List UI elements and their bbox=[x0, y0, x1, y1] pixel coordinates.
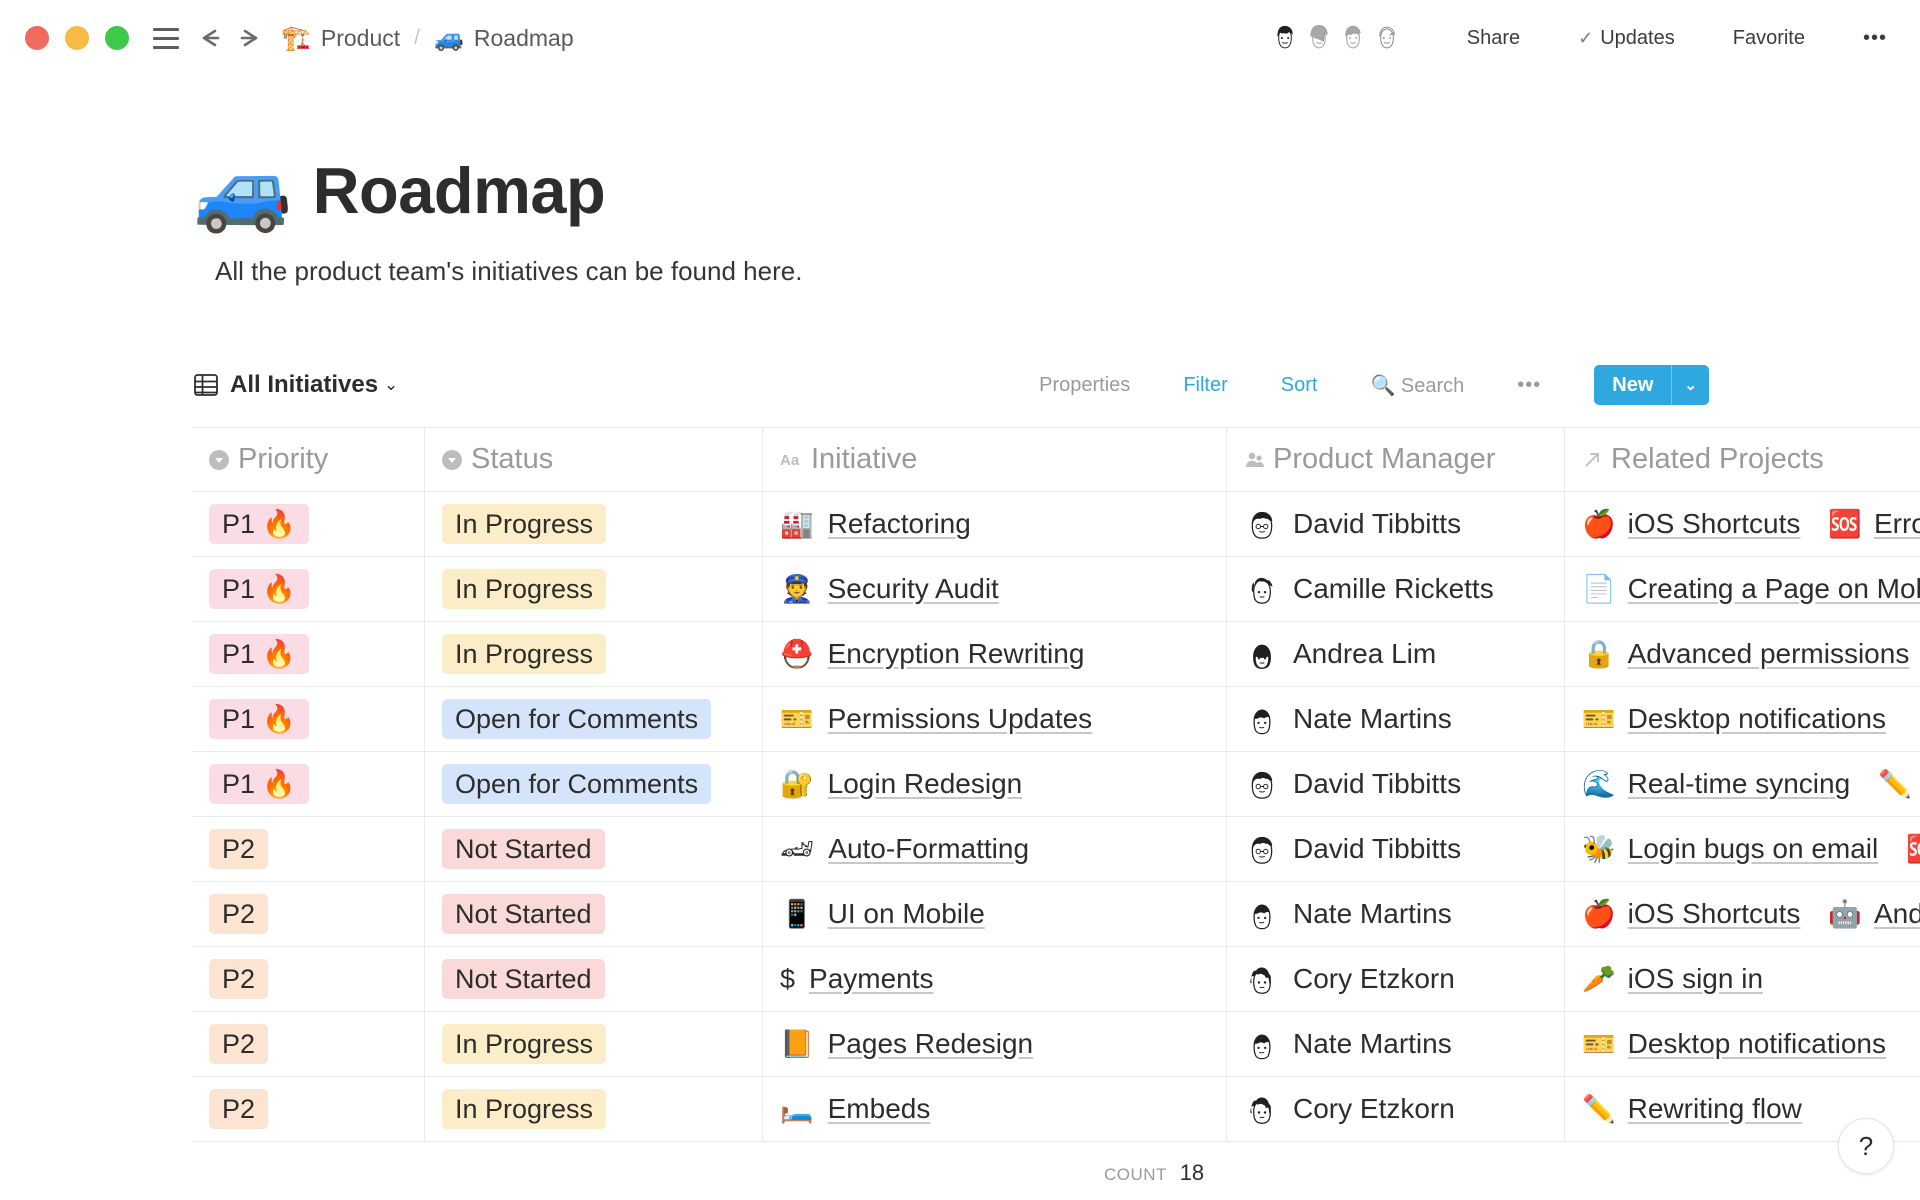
svg-text:Aa: Aa bbox=[780, 452, 800, 469]
